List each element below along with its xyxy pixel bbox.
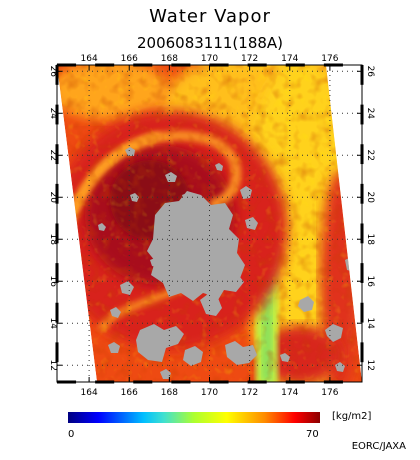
lat-label-right: 14 [365,317,375,329]
lon-label-top: 168 [161,54,178,64]
lat-label-right: 12 [365,359,375,370]
no-data-patches [98,147,359,379]
lat-label-right: 22 [365,150,375,161]
map-subtitle: 2006083111(188A) [136,34,284,52]
lat-label-left: 12 [48,359,58,370]
lat-label-left: 16 [48,276,58,288]
lon-label-top: 164 [81,54,98,64]
lat-label-right: 20 [365,192,375,204]
no-swath-area [57,65,362,382]
lat-label-right: 16 [365,276,375,288]
colorbar-max-label: 70 [306,429,319,440]
lon-label-bottom: 172 [241,388,258,398]
lat-label-right: 26 [365,66,375,78]
lon-label-top: 170 [201,54,218,64]
lat-label-right: 24 [365,108,375,120]
colorbar-unit-label: [kg/m2] [332,411,372,422]
lon-label-bottom: 170 [201,388,218,398]
colorbar [68,412,320,423]
graticule [57,65,362,382]
lon-label-bottom: 164 [81,388,98,398]
frame-ticks [55,63,364,384]
lon-label-bottom: 174 [281,388,298,398]
lat-label-left: 18 [48,234,58,246]
credit-label: EORC/JAXA [351,441,406,452]
lon-label-top: 174 [281,54,298,64]
lat-label-left: 26 [48,66,58,78]
lat-label-left: 20 [48,192,58,204]
lat-label-right: 18 [365,234,375,246]
lat-label-left: 22 [48,150,58,161]
lon-label-bottom: 176 [321,388,338,398]
lon-label-top: 172 [241,54,258,64]
map-title: Water Vapor [149,6,271,27]
axis-labels: 164 164 166 166 168 168 170 170 172 172 174 174 176 1… [48,54,375,398]
lat-label-left: 14 [48,317,58,329]
lon-label-top: 166 [121,54,138,64]
lon-label-top: 176 [321,54,338,64]
lat-label-left: 24 [48,108,58,120]
lon-label-bottom: 168 [161,388,178,398]
lon-label-bottom: 166 [121,388,138,398]
colorbar-min-label: 0 [68,429,75,440]
